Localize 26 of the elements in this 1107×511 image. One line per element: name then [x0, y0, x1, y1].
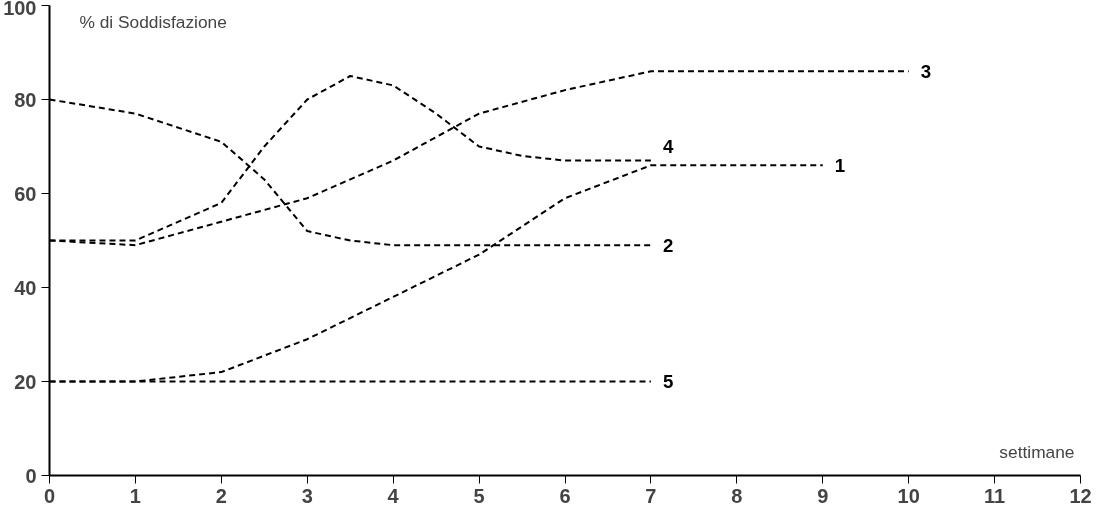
x-tick-label: 2 [215, 484, 227, 507]
series-label: 1 [834, 154, 846, 176]
y-tick-label: 40 [14, 276, 37, 299]
x-tick-label: 0 [43, 484, 56, 507]
x-tick-label: 6 [559, 484, 571, 507]
x-tick-label: 10 [897, 484, 920, 507]
y-tick-label: 20 [14, 370, 37, 393]
series-label: 3 [920, 60, 932, 82]
x-tick-label: 8 [731, 484, 743, 507]
series-label: 2 [662, 234, 674, 256]
y-tick-label: 100 [3, 0, 37, 19]
y-tick-label: 0 [25, 464, 37, 487]
series-label: 5 [662, 371, 674, 392]
y-tick-label: 80 [14, 88, 37, 111]
y-tick-label: 60 [14, 182, 37, 205]
x-tick-label: 11 [984, 484, 1006, 507]
x-tick-label: 9 [817, 484, 829, 507]
x-tick-label: 12 [1069, 484, 1092, 507]
x-tick-label: 5 [473, 484, 485, 507]
x-tick-label: 1 [129, 484, 141, 507]
x-axis-title: settimane [999, 441, 1075, 462]
x-tick-label: 7 [645, 484, 657, 507]
y-axis-title: % di Soddisfazione [79, 11, 227, 32]
x-tick-label: 4 [387, 484, 400, 507]
x-tick-label: 3 [301, 484, 313, 507]
series-label: 4 [662, 136, 674, 158]
